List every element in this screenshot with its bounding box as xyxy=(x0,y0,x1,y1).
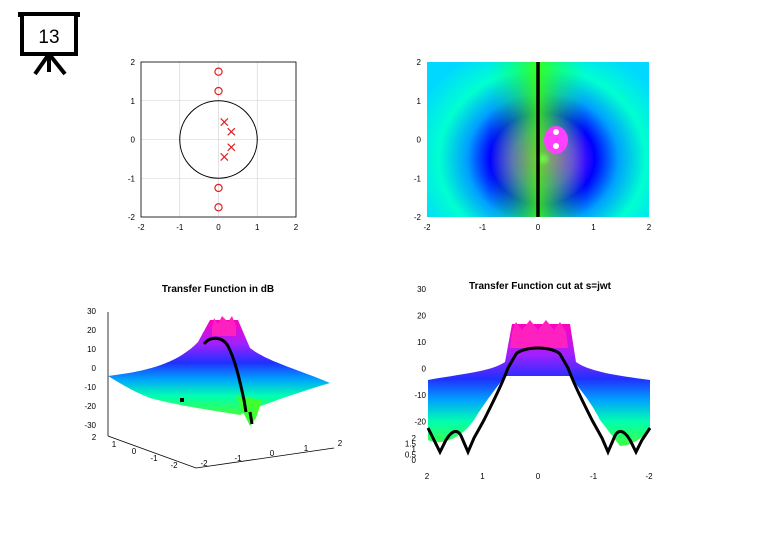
x-tick-label: 0 xyxy=(270,449,275,458)
x-tick-label: -2 xyxy=(137,223,145,232)
z-tick-label: 20 xyxy=(417,312,426,321)
zero-marker xyxy=(214,203,223,212)
x-tick-label: 0 xyxy=(216,223,221,232)
small-tick-label: 1.5 xyxy=(405,440,417,449)
small-tick-label: 0.5 xyxy=(405,451,417,460)
y-tick-label: 2 xyxy=(417,58,422,67)
surface-plot-3d: Transfer Function in dB 3020100-10-20-30… xyxy=(84,284,342,470)
x-tick-label: 2 xyxy=(647,223,652,232)
pole-hotspot xyxy=(553,129,559,135)
z-tick-label: 10 xyxy=(87,345,96,354)
z-tick-label: 0 xyxy=(422,365,427,374)
x-tick-label: -2 xyxy=(200,459,208,468)
pole-zero-ticks: -2 -1 0 1 2 2 1 0 -1 -2 xyxy=(128,58,299,232)
y-tick-label: -2 xyxy=(128,213,136,222)
unit-circle xyxy=(179,100,258,179)
x-tick-label: -2 xyxy=(423,223,431,232)
y-tick-label: -1 xyxy=(128,174,136,183)
z-tick-label: 30 xyxy=(417,285,426,294)
surface-cut-title: Transfer Function cut at s=jwt xyxy=(469,281,612,292)
surface-cut-peaks xyxy=(510,320,568,348)
y-tick-label: 0 xyxy=(132,447,137,456)
z-tick-label: 30 xyxy=(87,307,96,316)
z-tick-label: -30 xyxy=(84,421,96,430)
y-tick-label: 1 xyxy=(131,97,136,106)
surface-3d-axis-floor xyxy=(107,435,335,469)
surface-cut-plot: Transfer Function cut at s=jwt 3020100-1… xyxy=(405,281,653,481)
x-tick-label: 1 xyxy=(255,223,260,232)
pole-zero-axes-box xyxy=(140,61,297,218)
x-tick-label: 1 xyxy=(304,444,309,453)
small-tick-label: 1 xyxy=(412,445,417,454)
pole-hotspot xyxy=(553,143,559,149)
y-tick-label: 0 xyxy=(131,136,136,145)
y-tick-label: 1 xyxy=(112,440,117,449)
pole-zero-grid xyxy=(140,61,297,218)
y-tick-label: -2 xyxy=(170,461,178,470)
x-tick-label: 2 xyxy=(338,439,343,448)
x-tick-label: -1 xyxy=(176,223,184,232)
x-tick-label: -1 xyxy=(479,223,487,232)
z-tick-label: 0 xyxy=(92,364,97,373)
x-tick-label: 0 xyxy=(536,472,541,481)
x-tick-label: -2 xyxy=(645,472,653,481)
x-tick-label: 2 xyxy=(294,223,299,232)
surface-cut-locus xyxy=(426,346,652,456)
surface-3d-locus xyxy=(202,336,254,425)
slide-number: 13 xyxy=(38,27,59,48)
pole-marker xyxy=(220,118,229,127)
surface-3d-greenwall xyxy=(236,396,262,426)
surface-3d-marker xyxy=(180,398,184,402)
presentation-board-icon xyxy=(18,12,80,76)
y-tick-label: 1 xyxy=(417,97,422,106)
z-tick-label: -20 xyxy=(84,402,96,411)
y-tick-label: -2 xyxy=(414,213,422,222)
pole-marker xyxy=(227,143,236,152)
surface-3d-title: Transfer Function in dB xyxy=(162,284,274,295)
surface-3d-body xyxy=(108,320,330,415)
x-tick-label: -1 xyxy=(234,454,242,463)
y-tick-label: -1 xyxy=(414,174,422,183)
y-tick-label: 2 xyxy=(131,58,136,67)
heatmap-core xyxy=(544,126,568,154)
heatmap-ticks: -2 -1 0 1 2 2 1 0 -1 -2 xyxy=(414,58,652,232)
z-tick-label: -10 xyxy=(84,383,96,392)
pole-marker xyxy=(220,152,229,161)
z-tick-label: -20 xyxy=(414,418,426,427)
pole-marker xyxy=(227,127,236,136)
z-tick-label: 20 xyxy=(87,326,96,335)
small-tick-label: 0 xyxy=(412,456,417,465)
x-tick-label: -1 xyxy=(590,472,598,481)
y-tick-label: -1 xyxy=(150,454,158,463)
surface-3d-peaks xyxy=(212,316,236,336)
z-tick-label: -10 xyxy=(414,391,426,400)
x-tick-label: 1 xyxy=(480,472,485,481)
x-tick-label: 1 xyxy=(591,223,596,232)
x-tick-label: 2 xyxy=(425,472,430,481)
small-tick-label: 2 xyxy=(412,434,417,443)
z-tick-label: 10 xyxy=(417,338,426,347)
slide-number-badge: 13 xyxy=(18,12,80,76)
x-tick-label: 0 xyxy=(536,223,541,232)
pole-zero-plot: -2 -1 0 1 2 2 1 0 -1 -2 xyxy=(128,58,299,232)
y-tick-label: 2 xyxy=(92,433,97,442)
s-plane-heatmap: -2 -1 0 1 2 2 1 0 -1 -2 xyxy=(414,58,652,232)
zero-marker xyxy=(214,86,223,96)
zero-marker xyxy=(214,183,223,193)
pole-zero-marks xyxy=(214,67,236,212)
zero-marker xyxy=(214,67,223,76)
y-tick-label: 0 xyxy=(417,136,422,145)
